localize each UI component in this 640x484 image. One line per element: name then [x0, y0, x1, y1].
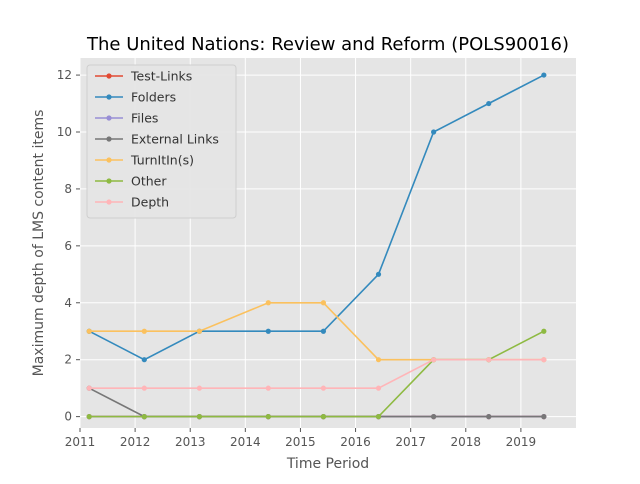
data-point-other — [541, 328, 547, 334]
x-axis-label: Time Period — [286, 456, 369, 472]
x-tick-label: 2019 — [506, 435, 537, 449]
data-point-folders — [265, 328, 271, 334]
data-point-depth — [320, 385, 327, 391]
chart-title: The United Nations: Review and Reform (P… — [86, 34, 569, 55]
legend-item-external-links: External Links — [95, 132, 219, 147]
data-point-folders — [375, 271, 382, 277]
x-tick-label: 2013 — [175, 435, 206, 449]
data-point-depth — [486, 357, 492, 363]
data-point-other — [320, 414, 327, 420]
legend-marker — [106, 199, 112, 205]
legend: Test-Links Folders Files External Links Turn… — [86, 64, 237, 219]
data-point-external-links — [486, 414, 492, 420]
series-depth — [86, 357, 547, 391]
data-point-turnitin-s — [196, 328, 203, 334]
legend-label: Files — [131, 111, 158, 126]
x-tick-label: 2012 — [120, 435, 151, 449]
x-tick-label: 2011 — [65, 435, 96, 449]
legend-label: Test-Links — [130, 69, 192, 84]
legend-marker — [106, 178, 112, 184]
data-point-folders — [486, 100, 492, 107]
legend-item-turnitin-s: TurnItIn(s) — [95, 153, 194, 168]
legend-label: Depth — [131, 195, 169, 210]
x-tick-label: 2017 — [395, 435, 426, 449]
legend-marker — [106, 136, 112, 142]
legend-item-folders: Folders — [95, 90, 176, 105]
data-point-turnitin-s — [265, 300, 271, 306]
data-point-depth — [141, 385, 147, 391]
data-point-depth — [86, 385, 92, 391]
legend-marker — [106, 73, 112, 79]
data-point-depth — [265, 385, 271, 391]
legend-label: TurnItIn(s) — [130, 153, 194, 168]
series-lines — [86, 72, 547, 420]
data-point-turnitin-s — [86, 328, 92, 334]
legend-label: Other — [131, 174, 167, 189]
legend-label: External Links — [131, 132, 219, 147]
y-tick-label: 4 — [64, 296, 72, 310]
data-point-other — [86, 414, 92, 420]
y-tick-label: 6 — [64, 239, 72, 253]
legend-item-test-links: Test-Links — [95, 69, 192, 84]
data-point-other — [196, 414, 203, 420]
data-point-turnitin-s — [141, 328, 147, 334]
legend-box — [86, 64, 237, 219]
data-point-other — [375, 414, 382, 420]
data-point-depth — [196, 385, 203, 391]
legend-label: Folders — [131, 90, 176, 105]
legend-item-files: Files — [95, 111, 158, 126]
data-point-folders — [431, 129, 437, 135]
y-tick-label: 10 — [57, 125, 72, 139]
y-tick-label: 2 — [64, 353, 72, 367]
x-tick-label: 2014 — [230, 435, 261, 449]
data-point-depth — [541, 357, 547, 363]
legend-item-other: Other — [95, 174, 167, 189]
data-point-depth — [375, 385, 382, 391]
data-point-folders — [141, 357, 147, 363]
y-axis-label: Maximum depth of LMS content items — [31, 110, 47, 377]
data-point-folders — [541, 72, 547, 78]
data-point-turnitin-s — [375, 357, 382, 363]
x-tick-label: 2018 — [451, 435, 482, 449]
legend-item-depth: Depth — [95, 195, 169, 210]
axes: 2011 2012 2013 2014 2015 2016 2017 2018 2019 0 2 4 6… — [57, 68, 536, 449]
legend-marker — [106, 94, 112, 100]
data-point-external-links — [541, 414, 547, 420]
data-point-external-links — [431, 414, 437, 420]
data-point-other — [265, 414, 271, 420]
legend-marker — [106, 157, 112, 163]
x-tick-label: 2015 — [285, 435, 316, 449]
data-point-folders — [320, 328, 327, 334]
data-point-depth — [431, 357, 437, 363]
data-point-turnitin-s — [320, 300, 327, 306]
legend-marker — [106, 115, 112, 121]
data-point-other — [141, 414, 147, 420]
y-tick-label: 0 — [64, 410, 72, 424]
x-tick-label: 2016 — [340, 435, 371, 449]
y-tick-label: 8 — [64, 182, 72, 196]
y-tick-label: 12 — [57, 68, 72, 82]
